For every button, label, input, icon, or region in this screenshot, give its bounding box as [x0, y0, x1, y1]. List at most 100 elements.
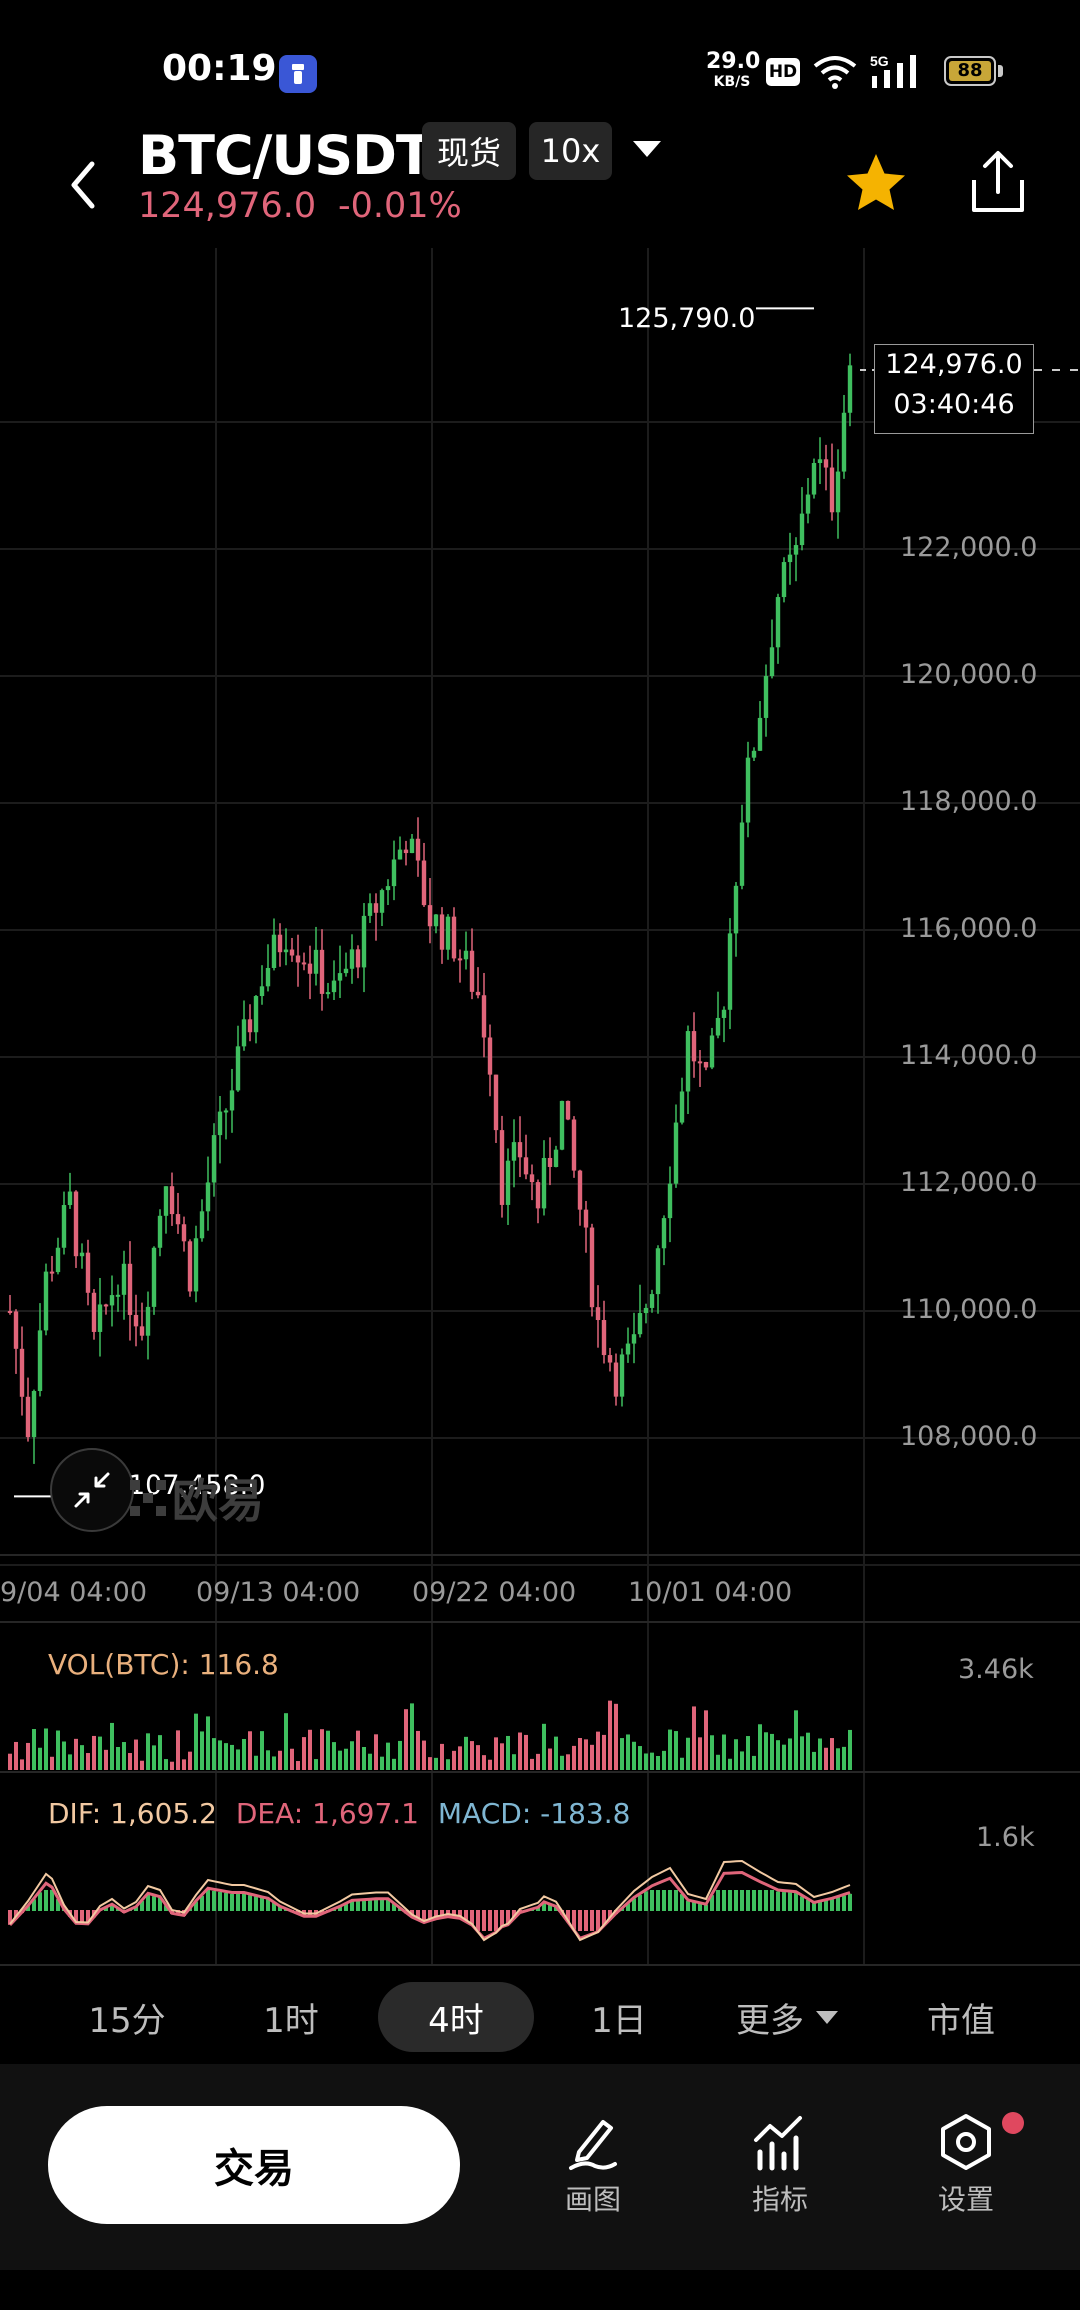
candle-body: [499, 1130, 505, 1205]
macd-histogram-bar: [176, 1910, 180, 1916]
draw-tool-button[interactable]: 画图: [528, 2112, 658, 2222]
favorite-star-icon[interactable]: [843, 150, 909, 216]
candle-body: [97, 1304, 103, 1332]
candle-body: [469, 950, 475, 992]
candle-body: [307, 963, 313, 974]
volume-bar: [512, 1754, 516, 1770]
back-button[interactable]: [60, 150, 110, 220]
candle-body: [685, 1031, 691, 1092]
candle-body: [709, 1035, 715, 1068]
tab-15m[interactable]: 15分: [88, 2000, 166, 2041]
volume-bar: [362, 1746, 366, 1770]
candle-body: [157, 1215, 163, 1248]
candle-body: [103, 1304, 109, 1307]
candle-body: [805, 494, 811, 514]
candle-body: [571, 1119, 577, 1171]
macd-histogram-bar: [680, 1894, 684, 1911]
wifi-icon: [813, 56, 857, 89]
volume-bar: [14, 1741, 18, 1770]
macd-histogram-bar: [386, 1899, 390, 1911]
watermark-text: 欧易: [172, 1474, 264, 1528]
candle-body: [817, 459, 823, 464]
high-price-label: 125,790.0: [618, 303, 756, 334]
collapse-arrows-icon: [74, 1472, 110, 1508]
candle-body: [775, 597, 781, 648]
candle-body: [385, 886, 391, 891]
macd-histogram-bar: [728, 1890, 732, 1911]
volume-bar: [680, 1757, 684, 1770]
candle-body: [373, 903, 379, 913]
volume-bar: [584, 1739, 588, 1770]
indicators-button[interactable]: 指标: [715, 2112, 845, 2222]
candle-body: [301, 962, 307, 965]
volume-bar: [758, 1724, 762, 1770]
volume-bar: [38, 1747, 42, 1770]
volume-bar: [8, 1753, 12, 1770]
candle-body: [133, 1314, 139, 1327]
candle-body: [829, 467, 835, 513]
volume-bar: [800, 1736, 804, 1770]
volume-bar: [278, 1750, 282, 1770]
candle-body: [175, 1214, 181, 1225]
tab-1h[interactable]: 1时: [263, 2000, 319, 2041]
candle-body: [349, 949, 355, 969]
tab-1d[interactable]: 1日: [591, 2000, 647, 2041]
volume-bar: [506, 1735, 510, 1770]
macd-histogram-bar: [542, 1902, 546, 1911]
macd-histogram-bar: [770, 1890, 774, 1911]
macd-histogram-bar: [434, 1910, 438, 1920]
macd-histogram-bar: [194, 1901, 198, 1911]
macd-histogram-bar: [704, 1904, 708, 1911]
candle-body: [667, 1183, 673, 1219]
volume-bar: [20, 1759, 24, 1770]
volume-bar: [104, 1749, 108, 1770]
candlestick-chart[interactable]: [0, 248, 1080, 1968]
volume-bar: [338, 1750, 342, 1770]
volume-bar: [146, 1733, 150, 1770]
volume-bar: [482, 1755, 486, 1770]
macd-histogram-bar: [722, 1890, 726, 1911]
collapse-chart-button[interactable]: [50, 1448, 134, 1532]
volume-bar: [176, 1730, 180, 1770]
macd-histogram-bar: [230, 1893, 234, 1911]
volume-bar: [116, 1747, 120, 1770]
volume-label: VOL(BTC): 116.8: [48, 1648, 279, 1681]
volume-bar: [140, 1760, 144, 1770]
tab-market-cap[interactable]: 市值: [927, 2000, 995, 2041]
volume-bar: [74, 1738, 78, 1770]
y-tick-label: 116,000.0: [900, 913, 1038, 944]
macd-histogram-bar: [278, 1906, 282, 1911]
macd-histogram-bar: [674, 1890, 678, 1911]
candle-body: [241, 1019, 247, 1047]
volume-bar: [608, 1700, 612, 1770]
volume-bar: [44, 1728, 48, 1770]
pair-dropdown-icon[interactable]: [633, 141, 661, 157]
macd-histogram-bar: [236, 1893, 240, 1911]
tab-more[interactable]: 更多: [712, 1982, 862, 2052]
candle-body: [703, 1061, 709, 1068]
volume-bar: [824, 1747, 828, 1770]
volume-bar: [488, 1759, 492, 1770]
settings-button[interactable]: 设置: [901, 2112, 1031, 2222]
volume-bar: [806, 1732, 810, 1770]
candle-body: [259, 986, 265, 997]
macd-histogram-bar: [476, 1910, 480, 1931]
trade-button[interactable]: 交易: [48, 2106, 460, 2224]
macd-histogram-bar: [488, 1910, 492, 1931]
macd-histogram-bar: [248, 1895, 252, 1911]
macd-histogram-bar: [428, 1910, 432, 1921]
macd-histogram-bar: [440, 1910, 444, 1919]
tab-4h[interactable]: 4时: [378, 1982, 534, 2052]
candle-body: [625, 1343, 631, 1355]
volume-bar: [398, 1740, 402, 1770]
macd-histogram-bar: [464, 1910, 468, 1922]
macd-histogram-bar: [218, 1891, 222, 1911]
chart-area[interactable]: [0, 248, 1080, 1968]
candle-body: [823, 459, 829, 468]
pair-title[interactable]: BTC/USDT: [138, 124, 433, 187]
share-icon[interactable]: [966, 148, 1030, 216]
macd-histogram-bar: [26, 1906, 30, 1911]
candle-body: [427, 905, 433, 927]
macd-histogram-bar: [458, 1910, 462, 1919]
candle-body: [55, 1247, 61, 1273]
